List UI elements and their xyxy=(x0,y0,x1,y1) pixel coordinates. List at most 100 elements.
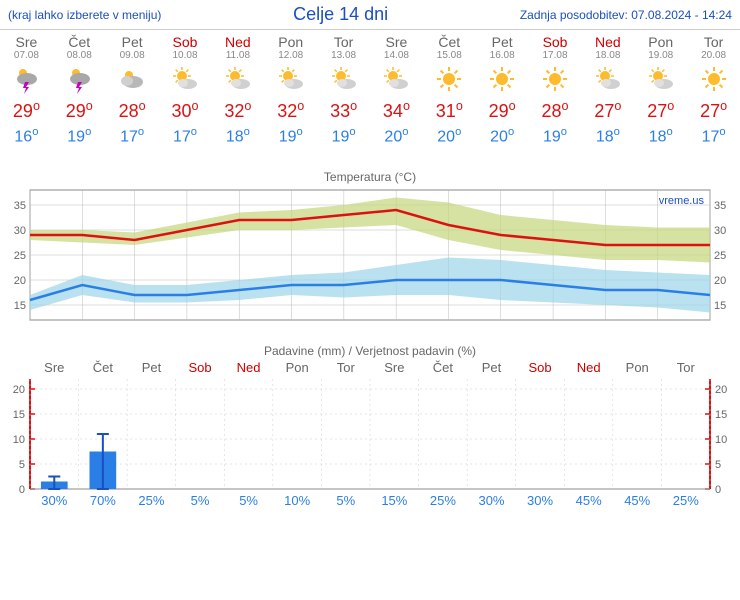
precip-day-label: Tor xyxy=(662,360,711,375)
svg-text:5: 5 xyxy=(715,459,721,471)
day-date: 16.08 xyxy=(476,50,529,61)
svg-text:10: 10 xyxy=(715,434,727,446)
precip-day-label: Pon xyxy=(613,360,662,375)
day-column[interactable]: Pon 12.08 32o 19o xyxy=(264,30,317,152)
temp-high: 32o xyxy=(211,97,264,124)
day-name: Pet xyxy=(106,34,159,50)
day-column[interactable]: Ned 11.08 32o 18o xyxy=(211,30,264,152)
temp-low: 18o xyxy=(634,124,687,148)
day-date: 14.08 xyxy=(370,50,423,61)
header: (kraj lahko izberete v meniju) Celje 14 … xyxy=(0,0,740,29)
temp-low: 19o xyxy=(264,124,317,148)
precip-probability: 70% xyxy=(79,493,128,508)
svg-text:5: 5 xyxy=(19,459,25,471)
day-column[interactable]: Tor 20.08 27o 17o xyxy=(687,30,740,152)
day-column[interactable]: Čet 08.08 29o 19o xyxy=(53,30,106,152)
temp-low: 20o xyxy=(370,124,423,148)
day-column[interactable]: Sre 14.08 34o 20o xyxy=(370,30,423,152)
temp-high: 29o xyxy=(476,97,529,124)
precip-day-label: Pet xyxy=(467,360,516,375)
day-name: Tor xyxy=(317,34,370,50)
precip-probability: 10% xyxy=(273,493,322,508)
svg-text:20: 20 xyxy=(714,275,726,287)
temp-high: 27o xyxy=(581,97,634,124)
day-column[interactable]: Tor 13.08 33o 19o xyxy=(317,30,370,152)
svg-text:25: 25 xyxy=(714,250,726,262)
svg-text:25: 25 xyxy=(14,250,26,262)
temp-low: 19o xyxy=(317,124,370,148)
weather-icon xyxy=(581,61,634,97)
temp-high: 29o xyxy=(0,97,53,124)
day-column[interactable]: Pon 19.08 27o 18o xyxy=(634,30,687,152)
day-date: 18.08 xyxy=(581,50,634,61)
precip-probability: 30% xyxy=(467,493,516,508)
temp-low: 20o xyxy=(423,124,476,148)
svg-text:0: 0 xyxy=(19,484,25,493)
weather-icon xyxy=(211,61,264,97)
svg-text:30: 30 xyxy=(14,225,26,237)
day-name: Sob xyxy=(159,34,212,50)
day-name: Ned xyxy=(581,34,634,50)
precip-day-label: Pon xyxy=(273,360,322,375)
day-column[interactable]: Čet 15.08 31o 20o xyxy=(423,30,476,152)
day-name: Sre xyxy=(370,34,423,50)
weather-icon xyxy=(370,61,423,97)
precip-probability: 45% xyxy=(564,493,613,508)
svg-text:35: 35 xyxy=(714,200,726,212)
day-date: 12.08 xyxy=(264,50,317,61)
day-date: 13.08 xyxy=(317,50,370,61)
precip-day-label: Ned xyxy=(224,360,273,375)
day-name: Pet xyxy=(476,34,529,50)
day-column[interactable]: Pet 09.08 28o 17o xyxy=(106,30,159,152)
day-column[interactable]: Sre 07.08 29o 16o xyxy=(0,30,53,152)
weather-icon xyxy=(264,61,317,97)
temperature-chart: 15152020252530303535vreme.us xyxy=(0,186,740,326)
svg-text:20: 20 xyxy=(715,384,727,396)
svg-text:15: 15 xyxy=(715,409,727,421)
precip-day-label: Čet xyxy=(419,360,468,375)
weather-icon xyxy=(317,61,370,97)
last-updated: Zadnja posodobitev: 07.08.2024 - 14:24 xyxy=(520,8,732,22)
precip-day-labels: SreČetPetSobNedPonTorSreČetPetSobNedPonT… xyxy=(0,360,740,375)
day-date: 08.08 xyxy=(53,50,106,61)
day-column[interactable]: Sob 10.08 30o 17o xyxy=(159,30,212,152)
svg-text:15: 15 xyxy=(13,409,25,421)
precip-day-label: Sob xyxy=(176,360,225,375)
day-date: 09.08 xyxy=(106,50,159,61)
precip-probability: 25% xyxy=(419,493,468,508)
svg-text:20: 20 xyxy=(14,275,26,287)
svg-text:10: 10 xyxy=(13,434,25,446)
svg-text:0: 0 xyxy=(715,484,721,493)
day-column[interactable]: Sob 17.08 28o 19o xyxy=(529,30,582,152)
weather-icon xyxy=(53,61,106,97)
temp-high: 32o xyxy=(264,97,317,124)
weather-icon xyxy=(0,61,53,97)
temp-low: 17o xyxy=(106,124,159,148)
day-column[interactable]: Pet 16.08 29o 20o xyxy=(476,30,529,152)
svg-text:20: 20 xyxy=(13,384,25,396)
menu-hint: (kraj lahko izberete v meniju) xyxy=(8,8,161,22)
weather-icon xyxy=(423,61,476,97)
day-name: Sob xyxy=(529,34,582,50)
day-name: Sre xyxy=(0,34,53,50)
day-column[interactable]: Ned 18.08 27o 18o xyxy=(581,30,634,152)
weather-icon xyxy=(687,61,740,97)
temp-low: 18o xyxy=(581,124,634,148)
day-name: Pon xyxy=(634,34,687,50)
precipitation-chart: 0 0 5 5 10 10 15 15 20 20 xyxy=(0,375,740,493)
weather-icon xyxy=(634,61,687,97)
precip-probability: 30% xyxy=(516,493,565,508)
precip-day-label: Pet xyxy=(127,360,176,375)
day-name: Čet xyxy=(53,34,106,50)
day-date: 19.08 xyxy=(634,50,687,61)
probability-row: 30%70%25%5%5%10%5%15%25%30%30%45%45%25% xyxy=(0,493,740,508)
temp-high: 27o xyxy=(634,97,687,124)
precip-probability: 15% xyxy=(370,493,419,508)
temp-high: 34o xyxy=(370,97,423,124)
precip-probability: 5% xyxy=(321,493,370,508)
weather-icon xyxy=(529,61,582,97)
svg-text:15: 15 xyxy=(14,300,26,312)
svg-text:30: 30 xyxy=(714,225,726,237)
day-date: 07.08 xyxy=(0,50,53,61)
precip-probability: 30% xyxy=(30,493,79,508)
